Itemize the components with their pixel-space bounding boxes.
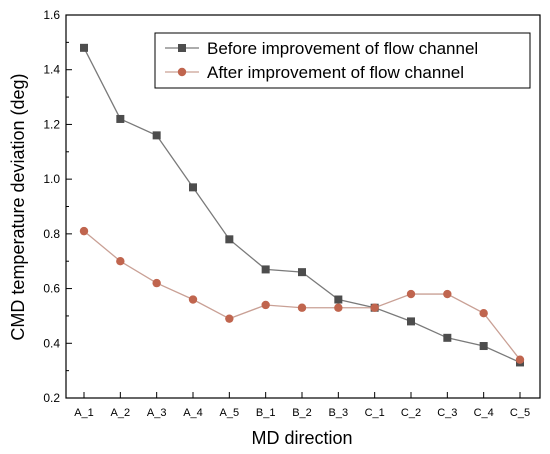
- data-point: [298, 268, 306, 277]
- data-point: [370, 303, 379, 312]
- data-point: [152, 278, 161, 288]
- x-tick-label: B_1: [256, 407, 276, 419]
- y-axis-label: CMD temperature deviation (deg): [8, 73, 28, 340]
- x-tick-label: A_3: [147, 407, 167, 419]
- data-point: [515, 355, 525, 364]
- plot-area: 0.2 0.4 0.6 0.8 1.0 1.2 1.4 1.6 A_1 A_2 A_3 A_4 A_5 B…: [43, 8, 541, 419]
- data-point: [152, 131, 161, 140]
- x-tick-label: C_2: [401, 407, 421, 419]
- legend-marker: [178, 44, 186, 52]
- y-tick-label: 0.6: [43, 282, 60, 296]
- data-point: [443, 333, 452, 342]
- data-point: [261, 300, 270, 310]
- data-point: [261, 265, 270, 274]
- data-point: [225, 314, 234, 323]
- y-tick-label: 0.2: [43, 391, 60, 405]
- data-point: [297, 303, 307, 312]
- x-tick-label: A_4: [183, 407, 203, 419]
- x-tick-label: A_2: [111, 407, 131, 419]
- x-tick-label: B_3: [329, 407, 349, 419]
- data-point: [188, 295, 198, 304]
- x-tick-label: C_5: [510, 407, 530, 419]
- x-tick-label: C_1: [365, 407, 385, 419]
- data-point: [79, 226, 89, 236]
- data-point: [225, 235, 234, 244]
- x-tick-label: A_5: [220, 407, 240, 419]
- data-point: [479, 342, 488, 351]
- y-tick-label: 1.2: [43, 117, 60, 131]
- data-point: [407, 317, 415, 326]
- data-point: [406, 289, 416, 299]
- x-axis-label: MD direction: [251, 428, 352, 448]
- y-tick-label: 0.4: [43, 336, 60, 350]
- y-tick-label: 1.0: [43, 172, 60, 186]
- x-tick-label: C_3: [437, 407, 457, 419]
- data-point: [116, 114, 125, 123]
- data-point: [116, 257, 125, 266]
- data-point: [334, 303, 343, 312]
- legend-marker: [177, 67, 187, 77]
- x-tick-label: A_1: [74, 407, 94, 419]
- y-tick-label: 0.8: [43, 227, 60, 241]
- data-point: [479, 308, 488, 318]
- y-tick-label: 1.6: [43, 8, 60, 22]
- x-tick-label: B_2: [292, 407, 312, 419]
- legend-label: After improvement of flow channel: [207, 63, 464, 82]
- data-point: [443, 289, 452, 299]
- legend-box: [154, 32, 531, 89]
- x-tick-label: C_4: [474, 407, 494, 419]
- data-point: [334, 295, 343, 304]
- y-tick-label: 1.4: [43, 63, 60, 77]
- data-point: [80, 43, 88, 52]
- data-point: [189, 183, 197, 192]
- legend-label: Before improvement of flow channel: [207, 39, 478, 58]
